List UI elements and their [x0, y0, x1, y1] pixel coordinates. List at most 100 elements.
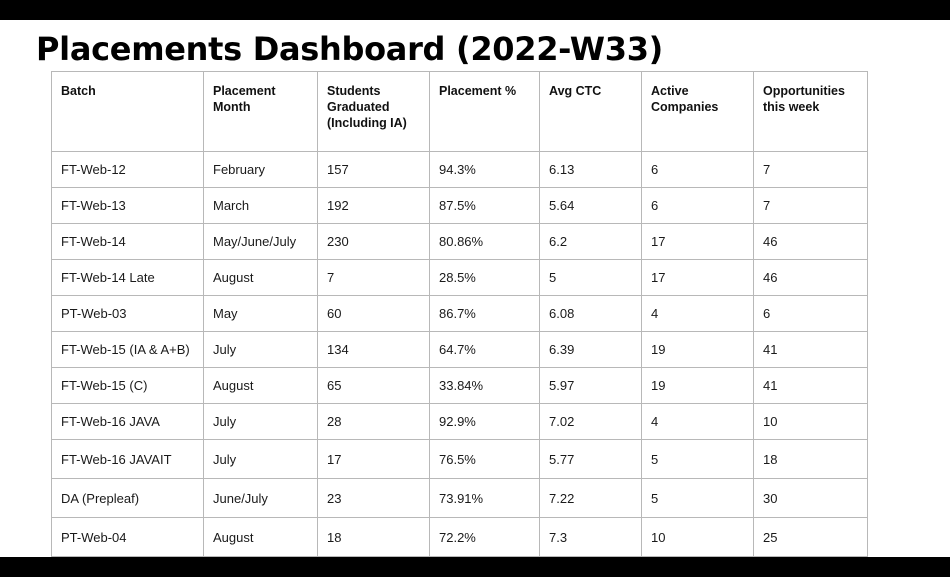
cell-batch: FT-Web-16 JAVAIT — [51, 439, 204, 479]
cell-students-graduated: 134 — [317, 331, 430, 368]
table-row: FT-Web-14 Late August 7 28.5% 5 17 46 — [51, 259, 868, 296]
cell-active-companies: 6 — [641, 187, 754, 224]
cell-placement-month: July — [203, 403, 318, 440]
cell-active-companies: 4 — [641, 403, 754, 440]
column-header-placement-month: Placement Month — [203, 71, 318, 152]
cell-avg-ctc: 5.77 — [539, 439, 642, 479]
cell-active-companies: 19 — [641, 331, 754, 368]
cell-placement-month: May — [203, 295, 318, 332]
cell-avg-ctc: 6.08 — [539, 295, 642, 332]
cell-students-graduated: 65 — [317, 367, 430, 404]
cell-active-companies: 10 — [641, 517, 754, 557]
cell-students-graduated: 28 — [317, 403, 430, 440]
cell-placement-month: August — [203, 367, 318, 404]
table-header: Batch Placement Month Students Graduated (… — [51, 71, 868, 152]
cell-opportunities-this-week: 41 — [753, 367, 868, 404]
cell-avg-ctc: 5.97 — [539, 367, 642, 404]
cell-placement-percent: 92.9% — [429, 403, 540, 440]
table-row: DA (Prepleaf) June/July 23 73.91% 7.22 5 30 — [51, 478, 868, 518]
cell-batch: PT-Web-03 — [51, 295, 204, 332]
cell-opportunities-this-week: 25 — [753, 517, 868, 557]
column-header-avg-ctc: Avg CTC — [539, 71, 642, 152]
cell-avg-ctc: 7.3 — [539, 517, 642, 557]
table-row: FT-Web-16 JAVAIT July 17 76.5% 5.77 5 18 — [51, 439, 868, 479]
cell-placement-month: February — [203, 151, 318, 188]
placements-table: Batch Placement Month Students Graduated (… — [51, 71, 868, 557]
cell-placement-percent: 86.7% — [429, 295, 540, 332]
table-row: FT-Web-13 March 192 87.5% 5.64 6 7 — [51, 187, 868, 224]
cell-placement-percent: 80.86% — [429, 223, 540, 260]
cell-avg-ctc: 6.39 — [539, 331, 642, 368]
cell-placement-month: May/June/July — [203, 223, 318, 260]
cell-avg-ctc: 5 — [539, 259, 642, 296]
cell-placement-percent: 76.5% — [429, 439, 540, 479]
cell-placement-percent: 73.91% — [429, 478, 540, 518]
cell-batch: DA (Prepleaf) — [51, 478, 204, 518]
cell-opportunities-this-week: 7 — [753, 187, 868, 224]
cell-batch: FT-Web-12 — [51, 151, 204, 188]
table-row: FT-Web-14 May/June/July 230 80.86% 6.2 17 46 — [51, 223, 868, 260]
column-header-students-graduated: Students Graduated (Including IA) — [317, 71, 430, 152]
cell-opportunities-this-week: 30 — [753, 478, 868, 518]
cell-batch: FT-Web-14 — [51, 223, 204, 260]
cell-placement-month: July — [203, 439, 318, 479]
cell-placement-month: July — [203, 331, 318, 368]
cell-students-graduated: 17 — [317, 439, 430, 479]
cell-placement-percent: 28.5% — [429, 259, 540, 296]
cell-batch: FT-Web-13 — [51, 187, 204, 224]
column-header-opportunities-this-week: Opportunities this week — [753, 71, 868, 152]
cell-avg-ctc: 6.2 — [539, 223, 642, 260]
cell-avg-ctc: 5.64 — [539, 187, 642, 224]
table-row: PT-Web-04 August 18 72.2% 7.3 10 25 — [51, 517, 868, 557]
cell-opportunities-this-week: 41 — [753, 331, 868, 368]
slide: Placements Dashboard (2022-W33) Batch Pla… — [0, 20, 950, 557]
cell-batch: FT-Web-15 (C) — [51, 367, 204, 404]
column-header-placement-percent: Placement % — [429, 71, 540, 152]
cell-active-companies: 5 — [641, 439, 754, 479]
cell-active-companies: 19 — [641, 367, 754, 404]
cell-opportunities-this-week: 46 — [753, 223, 868, 260]
cell-opportunities-this-week: 18 — [753, 439, 868, 479]
cell-avg-ctc: 7.02 — [539, 403, 642, 440]
table-row: FT-Web-12 February 157 94.3% 6.13 6 7 — [51, 151, 868, 188]
cell-placement-percent: 64.7% — [429, 331, 540, 368]
cell-batch: FT-Web-15 (IA & A+B) — [51, 331, 204, 368]
cell-batch: PT-Web-04 — [51, 517, 204, 557]
table-row: FT-Web-15 (IA & A+B) July 134 64.7% 6.39 19 41 — [51, 331, 868, 368]
cell-students-graduated: 7 — [317, 259, 430, 296]
table-row: PT-Web-03 May 60 86.7% 6.08 4 6 — [51, 295, 868, 332]
cell-batch: FT-Web-16 JAVA — [51, 403, 204, 440]
cell-placement-percent: 33.84% — [429, 367, 540, 404]
cell-students-graduated: 192 — [317, 187, 430, 224]
cell-avg-ctc: 7.22 — [539, 478, 642, 518]
page-title: Placements Dashboard (2022-W33) — [36, 30, 663, 68]
cell-placement-month: June/July — [203, 478, 318, 518]
cell-students-graduated: 230 — [317, 223, 430, 260]
cell-placement-month: March — [203, 187, 318, 224]
cell-active-companies: 5 — [641, 478, 754, 518]
table-row: FT-Web-16 JAVA July 28 92.9% 7.02 4 10 — [51, 403, 868, 440]
table-body: FT-Web-12 February 157 94.3% 6.13 6 7 FT-Web-13… — [51, 151, 868, 557]
cell-students-graduated: 18 — [317, 517, 430, 557]
cell-students-graduated: 60 — [317, 295, 430, 332]
cell-avg-ctc: 6.13 — [539, 151, 642, 188]
cell-placement-month: August — [203, 259, 318, 296]
cell-active-companies: 17 — [641, 259, 754, 296]
cell-placement-percent: 72.2% — [429, 517, 540, 557]
table-row: FT-Web-15 (C) August 65 33.84% 5.97 19 41 — [51, 367, 868, 404]
cell-placement-percent: 94.3% — [429, 151, 540, 188]
cell-placement-percent: 87.5% — [429, 187, 540, 224]
cell-opportunities-this-week: 6 — [753, 295, 868, 332]
cell-opportunities-this-week: 10 — [753, 403, 868, 440]
header-row: Batch Placement Month Students Graduated (… — [51, 71, 868, 152]
cell-active-companies: 4 — [641, 295, 754, 332]
cell-opportunities-this-week: 46 — [753, 259, 868, 296]
column-header-batch: Batch — [51, 71, 204, 152]
column-header-active-companies: Active Companies — [641, 71, 754, 152]
cell-batch: FT-Web-14 Late — [51, 259, 204, 296]
cell-active-companies: 17 — [641, 223, 754, 260]
cell-students-graduated: 157 — [317, 151, 430, 188]
cell-students-graduated: 23 — [317, 478, 430, 518]
cell-active-companies: 6 — [641, 151, 754, 188]
cell-opportunities-this-week: 7 — [753, 151, 868, 188]
